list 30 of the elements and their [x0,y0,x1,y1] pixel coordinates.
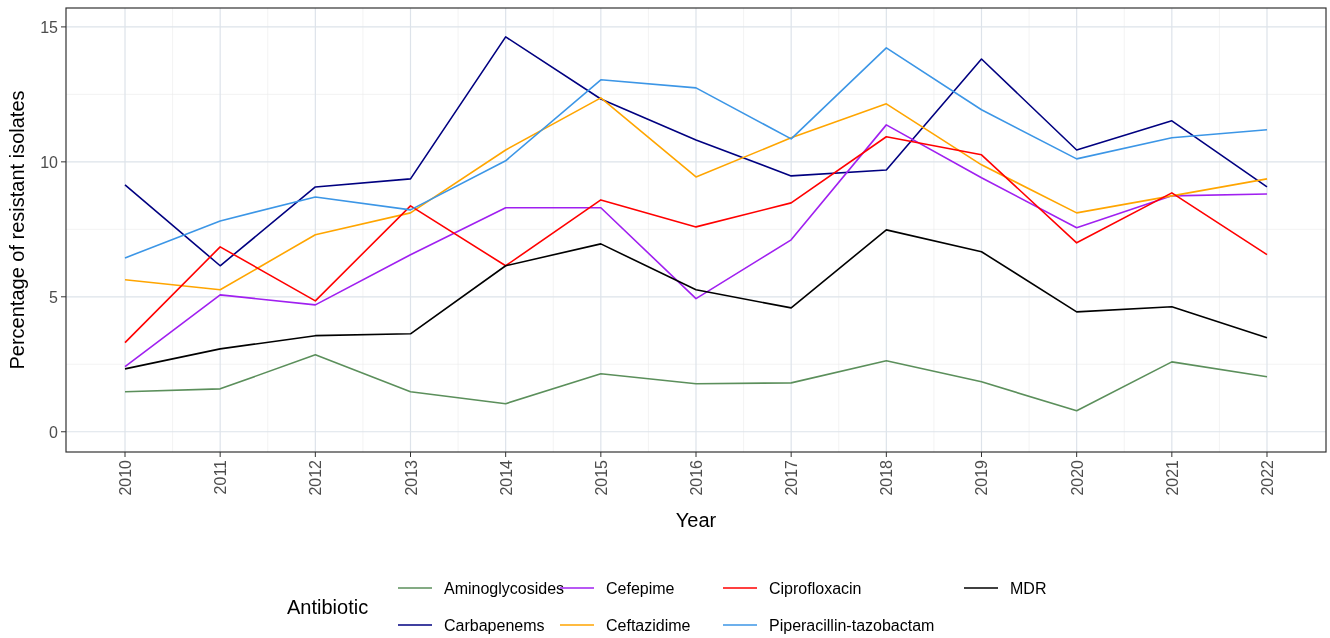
x-tick-label: 2018 [878,459,896,496]
x-tick-label: 2014 [497,459,515,496]
y-axis-title: Percentage of resistant isolates [6,90,28,370]
y-tick-label: 0 [49,423,59,441]
legend-label: Carbapenems [444,617,545,634]
x-tick-label: 2011 [212,459,230,495]
line-series [124,229,1268,370]
x-tick-label: 2021 [1163,459,1181,496]
x-tick-label: 2012 [307,459,325,496]
line-series [124,97,1268,291]
legend-label: Cefepime [606,580,675,597]
legend-label: Piperacillin-tazobactam [769,617,935,634]
x-tick-label: 2016 [688,459,705,496]
legend-label: Ciprofloxacin [769,580,862,597]
legend-label: MDR [1010,580,1047,597]
y-tick-label: 15 [40,18,59,36]
legend-title: Antibiotic [287,596,369,618]
line-series [124,354,1268,412]
y-tick-label: 10 [40,153,59,171]
x-tick-label: 2013 [402,459,420,496]
legend-label: Ceftazidime [606,617,691,634]
x-axis-title: Year [675,509,717,531]
legend-label: Aminoglycosides [444,580,565,597]
x-tick-label: 2015 [592,459,610,496]
x-tick-label: 2019 [973,459,991,496]
x-tick-label: 2020 [1068,459,1086,496]
x-tick-label: 2022 [1259,459,1276,496]
x-tick-label: 2017 [783,459,801,496]
y-tick-label: 5 [49,288,59,306]
x-tick-label: 2010 [117,459,134,496]
